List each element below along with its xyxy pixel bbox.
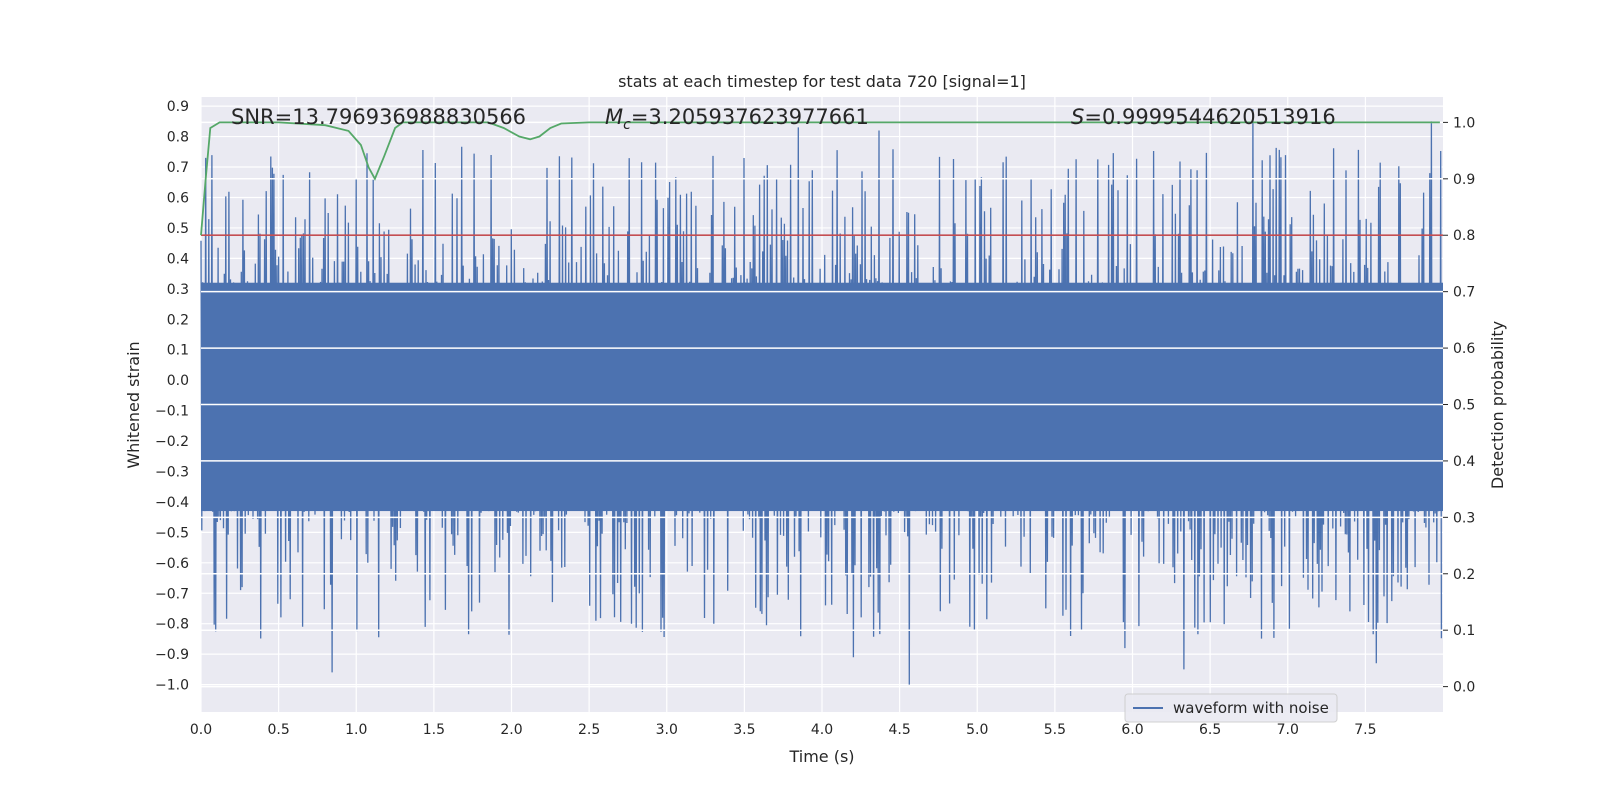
y2-tick-label: 0.6 [1453,341,1475,357]
y-tick-label: −1.0 [155,678,189,694]
chart-title: stats at each timestep for test data 720… [618,72,1026,91]
y-tick-label: −0.7 [155,586,189,602]
x-tick-label: 7.5 [1354,722,1376,738]
y-tick-label: −0.9 [155,647,189,663]
y2-tick-label: 0.4 [1453,454,1475,470]
x-tick-label: 3.5 [733,722,755,738]
y-tick-label: 0.1 [167,343,189,359]
y-tick-label: 0.3 [167,282,189,298]
x-tick-label: 4.0 [811,722,833,738]
legend-entry-waveform: waveform with noise [1173,699,1329,717]
series-layer [200,109,1443,685]
y-tick-label: −0.5 [155,525,189,541]
y2-tick-label: 0.2 [1453,567,1475,583]
legend-box [1124,693,1338,723]
y-tick-label: 0.9 [167,99,189,115]
x-tick-label: 6.0 [1121,722,1143,738]
y-tick-label: −0.3 [155,464,189,480]
y-tick-label: 0.0 [167,373,189,389]
y2-axis-label: Detection probability [1488,321,1507,489]
y2-tick-label: 1.0 [1453,115,1475,131]
y2-tick-label: 0.0 [1453,680,1475,696]
significance-annotation: S=0.9999544620513916 [1071,105,1336,129]
y-axis-label: Whitened strain [124,341,143,468]
x-tick-label: 0.0 [190,722,212,738]
chirp-mass-value: =3.205937623977661 [631,105,869,129]
tick-labels: 0.0 0.5 1.0 1.5 2.0 2.5 3.0 3.5 4.0 4.5 5.0 5.5 6.0 6… [155,99,1475,738]
chirp-mass-subscript: c [623,117,631,133]
legend: waveform with noise [1124,693,1338,723]
x-tick-label: 7.0 [1277,722,1299,738]
y-tick-label: −0.4 [155,495,189,511]
y2-tick-label: 0.3 [1453,510,1475,526]
line-layer [200,121,1443,237]
y-tick-label: −0.1 [155,404,189,420]
x-tick-label: 0.5 [267,722,289,738]
y-tick-label: −0.2 [155,434,189,450]
y-tick-label: −0.6 [155,556,189,572]
y-tick-label: 0.2 [167,312,189,328]
y-tick-label: 0.4 [167,251,189,267]
significance-symbol: S [1071,105,1084,129]
x-tick-label: 2.0 [500,722,522,738]
chirp-mass-symbol: M [605,105,623,129]
y-tick-label: 0.8 [167,130,189,146]
y2-tick-label: 0.7 [1453,285,1475,301]
significance-value: =0.9999544620513916 [1084,105,1335,129]
x-tick-label: 3.0 [656,722,678,738]
y-tick-label: 0.5 [167,221,189,237]
y-tick-label: 0.7 [167,160,189,176]
x-axis-label: Time (s) [788,747,854,766]
y2-tick-label: 0.5 [1453,398,1475,414]
waveform-core-band [201,282,1443,512]
y2-tick-label: 0.8 [1453,228,1475,244]
x-tick-label: 4.5 [888,722,910,738]
x-tick-label: 5.0 [966,722,988,738]
chirp-mass-annotation: Mc=3.205937623977661 [605,105,869,133]
detection-probability-series [200,121,1440,236]
x-tick-label: 2.5 [578,722,600,738]
x-tick-label: 1.5 [423,722,445,738]
y2-tick-label: 0.9 [1453,172,1475,188]
snr-annotation: SNR=13.796936988830566 [231,105,526,129]
x-tick-label: 1.0 [345,722,367,738]
x-tick-label: 6.5 [1199,722,1221,738]
y-tick-label: 0.6 [167,190,189,206]
y2-tick-label: 0.1 [1453,623,1475,639]
x-tick-label: 5.5 [1044,722,1066,738]
y-tick-label: −0.8 [155,617,189,633]
